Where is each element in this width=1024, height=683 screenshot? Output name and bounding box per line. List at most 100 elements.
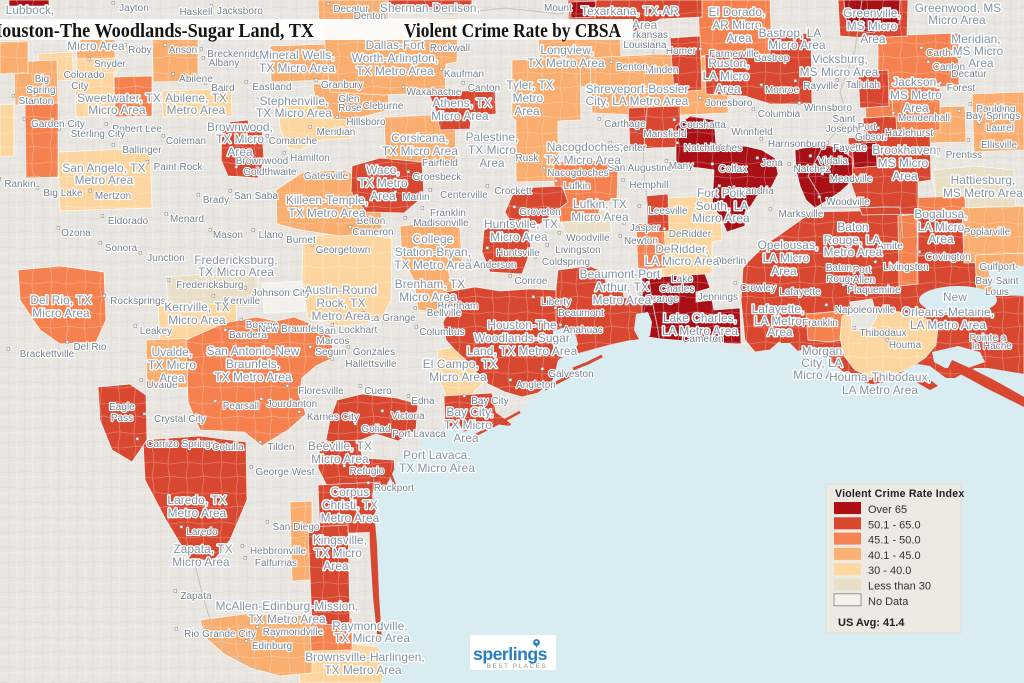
svg-text:MS Metro: MS Metro (890, 88, 942, 102)
svg-text:Micro Area: Micro Area (928, 13, 986, 27)
svg-text:San Saba: San Saba (234, 191, 279, 202)
svg-text:Fort Polk: Fort Polk (697, 186, 745, 200)
svg-text:Livingston: Livingston (555, 245, 600, 256)
svg-text:Bay Springs: Bay Springs (966, 111, 1020, 122)
svg-text:45.1 - 50.0: 45.1 - 50.0 (868, 535, 921, 547)
svg-text:Rio Grande City: Rio Grande City (184, 629, 256, 640)
svg-text:Mansfield: Mansfield (643, 129, 686, 140)
svg-text:Boerne: Boerne (246, 320, 279, 331)
svg-text:Groveton: Groveton (519, 207, 560, 218)
svg-text:Minden: Minden (646, 65, 679, 76)
svg-text:Junction: Junction (147, 253, 185, 264)
svg-text:DeRidder: DeRidder (669, 229, 712, 240)
svg-text:Kaufman: Kaufman (444, 69, 484, 80)
svg-text:Pointe a: Pointe a (969, 333, 1006, 344)
svg-text:Greenville,: Greenville, (843, 6, 901, 20)
svg-text:TX Micro: TX Micro (444, 418, 492, 432)
svg-text:LA Metro: LA Metro (754, 314, 802, 328)
svg-text:Brownwood,: Brownwood, (207, 120, 273, 134)
svg-text:South, LA: South, LA (696, 199, 749, 213)
svg-text:Bay City,: Bay City, (446, 405, 493, 419)
svg-text:Prentiss: Prentiss (946, 150, 982, 161)
svg-text:Woodlands-Sugar: Woodlands-Sugar (474, 331, 570, 345)
svg-text:Rock, TX: Rock, TX (316, 296, 365, 310)
svg-text:Johnson City: Johnson City (252, 288, 310, 299)
svg-text:Charles: Charles (660, 284, 695, 295)
svg-text:Over 65: Over 65 (868, 504, 907, 516)
svg-text:Livingston: Livingston (883, 262, 928, 273)
svg-text:Station-Bryan,: Station-Bryan, (395, 245, 471, 259)
svg-text:TX Metro Area: TX Metro Area (248, 612, 326, 626)
svg-text:Lafayette: Lafayette (779, 287, 821, 298)
svg-text:Brackettville: Brackettville (20, 349, 75, 360)
svg-text:Rayville: Rayville (803, 81, 839, 92)
svg-text:Vicksburg,: Vicksburg, (812, 52, 868, 66)
svg-text:Edna: Edna (411, 396, 435, 407)
svg-text:Port: Port (853, 265, 872, 276)
svg-text:Rusk: Rusk (516, 153, 539, 164)
svg-text:Zapata: Zapata (180, 591, 212, 602)
svg-text:Lufkin, TX: Lufkin, TX (573, 197, 627, 211)
svg-text:Roby: Roby (128, 45, 151, 56)
svg-text:Laredo: Laredo (186, 527, 218, 538)
svg-text:Winnfield: Winnfield (731, 127, 773, 138)
svg-text:Raymondville,: Raymondville, (332, 619, 407, 633)
svg-text:Pearsall: Pearsall (223, 401, 259, 412)
svg-text:Metro Area: Metro Area (824, 245, 883, 259)
svg-text:Bastrop: Bastrop (755, 53, 790, 64)
svg-text:Laurel: Laurel (986, 123, 1014, 134)
svg-text:MS Micro: MS Micro (847, 19, 898, 33)
svg-text:Del Rio, TX: Del Rio, TX (30, 293, 91, 307)
svg-text:la Hache: la Hache (972, 341, 1012, 352)
svg-text:Greenwood, MS: Greenwood, MS (915, 1, 1002, 15)
svg-text:Baird: Baird (211, 83, 235, 94)
svg-text:Albany: Albany (209, 58, 240, 69)
svg-text:Alexandria: Alexandria (726, 186, 774, 197)
svg-text:Area: Area (453, 431, 479, 445)
svg-text:Karnes City: Karnes City (307, 412, 359, 423)
svg-text:Eldorado: Eldorado (108, 216, 149, 227)
svg-text:Brownwood: Brownwood (236, 156, 289, 167)
svg-text:Stephenville,: Stephenville, (260, 94, 329, 108)
svg-text:Morgan: Morgan (802, 344, 843, 358)
svg-text:TX Metro Area: TX Metro Area (527, 56, 605, 70)
svg-text:Tallulah: Tallulah (846, 80, 880, 91)
svg-text:Area: Area (715, 82, 741, 96)
svg-text:Colorado: Colorado (64, 70, 105, 81)
svg-text:Lockhart: Lockhart (339, 325, 378, 336)
svg-text:Mendenhall: Mendenhall (898, 113, 950, 124)
svg-text:TX Micro Area: TX Micro Area (399, 461, 475, 475)
svg-text:TX Micro: TX Micro (216, 132, 264, 146)
svg-text:Brady: Brady (203, 195, 229, 206)
svg-text:Natchez: Natchez (794, 164, 831, 175)
svg-text:Carrizo Springs: Carrizo Springs (146, 439, 216, 450)
svg-text:Louisiana: Louisiana (623, 40, 667, 51)
svg-text:Sweetwater, TX: Sweetwater, TX (77, 91, 161, 105)
svg-text:Paulding: Paulding (976, 104, 1015, 115)
svg-text:TX Micro: TX Micro (314, 546, 362, 560)
svg-text:Poplarville: Poplarville (964, 227, 1011, 238)
svg-text:TX Metro Area: TX Metro Area (288, 206, 366, 220)
svg-text:Arkansas: Arkansas (626, 30, 668, 41)
svg-text:Galveston: Galveston (548, 369, 593, 380)
svg-text:TX Metro Area: TX Metro Area (394, 258, 472, 272)
svg-text:Woodville: Woodville (566, 233, 610, 244)
svg-text:Houma: Houma (889, 340, 922, 351)
svg-text:Conroe: Conroe (515, 276, 548, 287)
svg-text:Micro Area: Micro Area (172, 555, 230, 569)
svg-text:Franklin: Franklin (802, 318, 838, 329)
svg-text:Meadville: Meadville (830, 174, 873, 185)
svg-text:Brenham, TX: Brenham, TX (395, 277, 465, 291)
svg-text:Worth-Arlington,: Worth-Arlington, (352, 51, 439, 65)
svg-text:Jayton: Jayton (119, 3, 149, 14)
svg-text:50.1 - 65.0: 50.1 - 65.0 (868, 519, 921, 531)
svg-text:Refugio: Refugio (350, 466, 385, 477)
svg-text:Tyler, TX: Tyler, TX (506, 78, 553, 92)
svg-text:Garden City: Garden City (31, 119, 85, 130)
svg-text:Angleton: Angleton (516, 380, 556, 391)
svg-text:Area: Area (767, 325, 793, 339)
svg-text:New: New (943, 290, 967, 304)
svg-text:Metro Area: Metro Area (593, 293, 652, 307)
svg-text:Rockwall: Rockwall (430, 43, 470, 54)
svg-text:Coushatta: Coushatta (680, 120, 726, 131)
